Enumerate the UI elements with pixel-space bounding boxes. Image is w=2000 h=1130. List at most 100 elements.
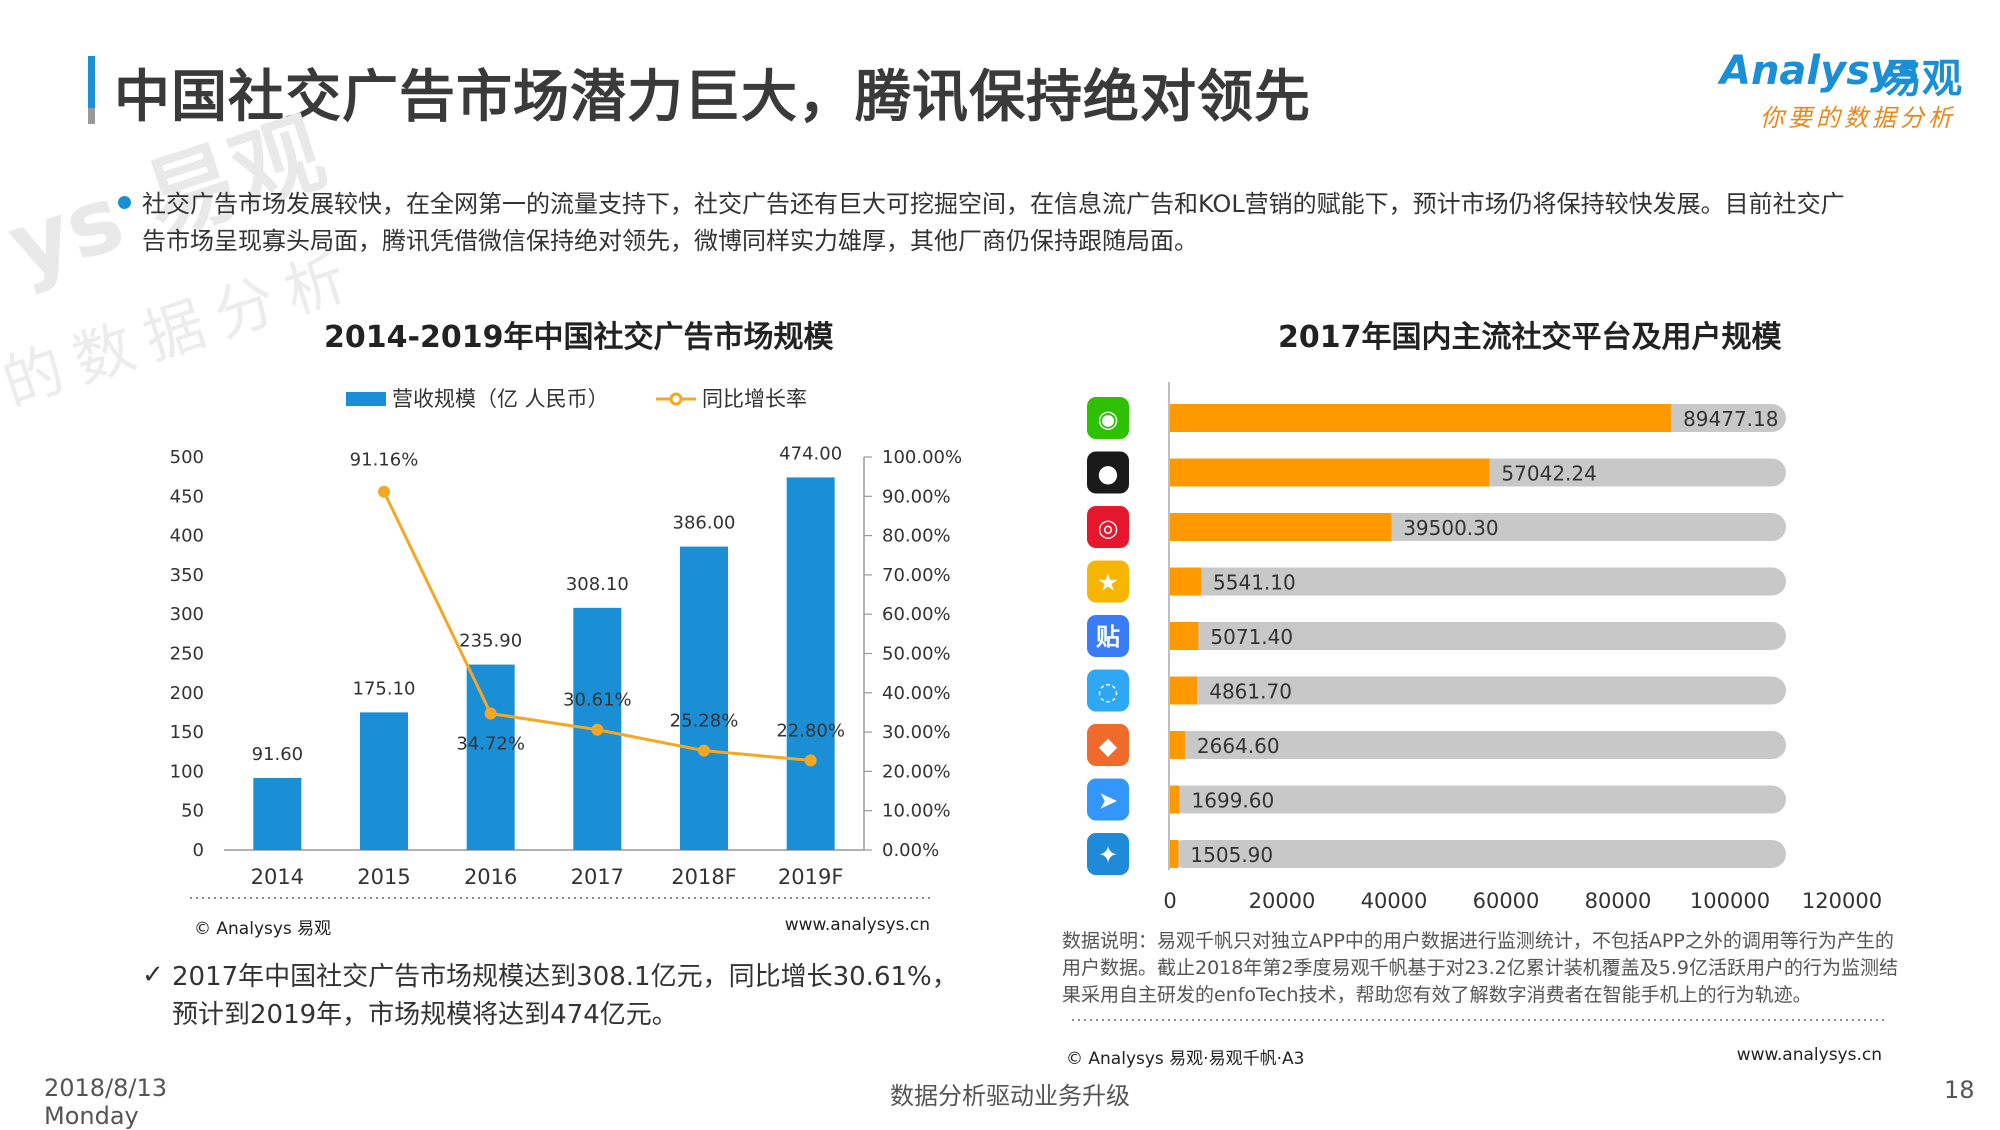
bar-value-label: 4861.70 — [1209, 680, 1292, 704]
growth-rate-label: 30.61% — [563, 690, 632, 711]
growth-rate-point — [378, 485, 390, 498]
wechat-icon: ◉ — [1087, 397, 1129, 439]
y-tick-label: 200 — [170, 683, 204, 704]
bar-value-label: 386.00 — [673, 513, 736, 534]
bar — [1170, 458, 1490, 487]
x-tick-label: 40000 — [1361, 889, 1428, 913]
check-icon: ✓ — [142, 960, 164, 990]
y2-tick-label: 60.00% — [882, 604, 951, 625]
y2-tick-label: 30.00% — [882, 722, 951, 743]
y-tick-label: 150 — [170, 722, 204, 743]
bar — [1170, 785, 1180, 814]
title-accent-bar — [88, 56, 95, 122]
bar-value-label: 5071.40 — [1210, 625, 1293, 649]
growth-rate-point — [698, 744, 710, 757]
qzone-icon: ★ — [1087, 560, 1129, 603]
bar-value-label: 175.10 — [353, 678, 416, 699]
y2-tick-label: 70.00% — [882, 565, 951, 586]
bar-value-label: 1699.60 — [1192, 789, 1275, 813]
left-chart-title: 2014-2019年中国社交广告市场规模 — [324, 320, 834, 355]
svg-text:➤: ➤ — [1098, 787, 1118, 815]
svg-text:◆: ◆ — [1099, 732, 1118, 760]
legend-bar-swatch — [346, 392, 386, 406]
x-tick-label: 20000 — [1249, 889, 1316, 913]
qq-icon: ● — [1087, 451, 1129, 494]
bar — [360, 712, 408, 850]
growth-rate-point — [804, 754, 817, 767]
x-tick-label: 2019F — [778, 865, 844, 889]
svg-text:●: ● — [1098, 460, 1119, 488]
growth-rate-point — [591, 723, 604, 736]
right-chart-title: 2017年国内主流社交平台及用户规模 — [1278, 320, 1782, 355]
title-accent-bar-grey — [88, 108, 95, 124]
page-number: 18 — [1944, 1076, 1975, 1104]
footer-weekday: Monday — [44, 1102, 139, 1130]
weibo-icon: ◎ — [1087, 506, 1129, 548]
svg-text:贴: 贴 — [1096, 623, 1120, 651]
bar-track — [1170, 567, 1786, 596]
bar-track — [1170, 840, 1786, 868]
bar — [466, 664, 515, 850]
bar-value-label: 91.60 — [252, 744, 304, 765]
bar-value-label: 89477.18 — [1683, 407, 1778, 431]
bar-value-label: 39500.30 — [1403, 516, 1498, 540]
growth-rate-label: 34.72% — [456, 734, 525, 755]
y-tick-label: 100 — [170, 761, 204, 782]
legend-line-label: 同比增长率 — [702, 387, 807, 411]
momo-icon: ◌ — [1087, 669, 1129, 712]
left-website: www.analysys.cn — [785, 915, 930, 935]
bar-value-label: 5541.10 — [1213, 571, 1296, 595]
x-tick-label: 2017 — [571, 865, 624, 889]
growth-rate-label: 91.16% — [350, 450, 419, 471]
right-website: www.analysys.cn — [1737, 1045, 1882, 1065]
growth-rate-point — [484, 707, 497, 720]
y2-tick-label: 40.00% — [882, 683, 951, 704]
y-tick-label: 50 — [181, 801, 204, 822]
bar-track — [1170, 676, 1786, 705]
y2-tick-label: 20.00% — [882, 761, 951, 782]
dingtalk-icon: ➤ — [1087, 778, 1129, 821]
bar — [1170, 731, 1185, 759]
y2-tick-label: 100.00% — [882, 447, 962, 468]
growth-rate-label: 25.28% — [670, 711, 739, 732]
bar — [680, 546, 728, 850]
bar — [1170, 676, 1198, 705]
y-tick-label: 400 — [170, 526, 204, 547]
blued-icon: ✦ — [1087, 833, 1129, 875]
y-tick-label: 300 — [170, 604, 204, 625]
bar — [786, 477, 835, 850]
bar-track — [1170, 785, 1786, 814]
footer-date-text: 2018/8/13 — [44, 1074, 168, 1102]
x-tick-label: 100000 — [1690, 889, 1770, 913]
right-source: © Analysys 易观·易观千帆·A3 — [1066, 1049, 1304, 1069]
x-tick-label: 120000 — [1802, 889, 1882, 913]
tieba-icon: 贴 — [1087, 615, 1129, 657]
y-tick-label: 450 — [170, 486, 204, 507]
bar-track — [1170, 731, 1786, 759]
bar-value-label: 1505.90 — [1190, 843, 1273, 867]
chart-legend: 营收规模（亿 人民币） 同比增长率 — [346, 387, 807, 411]
left-chart-note: 2017年中国社交广告市场规模达到308.1亿元，同比增长30.61%，预计到2… — [172, 962, 958, 1030]
logo-analysys: Analysys — [1720, 48, 1920, 94]
bullet-dot-icon — [118, 196, 131, 209]
svg-text:★: ★ — [1097, 569, 1119, 597]
logo-slogan: 你要的数据分析 — [1760, 104, 1956, 132]
y2-tick-label: 0.00% — [882, 840, 939, 861]
svg-text:◌: ◌ — [1098, 678, 1119, 706]
footer-slogan: 数据分析驱动业务升级 — [890, 1082, 1130, 1110]
legend-bar-label: 营收规模（亿 人民币） — [392, 387, 609, 411]
y-tick-label: 250 — [170, 644, 204, 665]
bar-track — [1170, 622, 1786, 650]
y2-tick-label: 80.00% — [882, 526, 951, 547]
y2-tick-label: 90.00% — [882, 486, 951, 507]
bar-value-label: 474.00 — [779, 443, 842, 464]
svg-text:◎: ◎ — [1098, 514, 1119, 542]
x-tick-label: 0 — [1163, 889, 1176, 913]
bar-value-label: 57042.24 — [1501, 462, 1596, 486]
bar-value-label: 235.90 — [459, 631, 522, 652]
market-size-chart: 营收规模（亿 人民币） 同比增长率 0 50 100 150 200 250 300 350 4… — [170, 387, 962, 939]
bar — [1170, 513, 1392, 541]
logo-yiguan: 易观 — [1882, 56, 1962, 102]
footer-date: 2018/8/13 Monday — [44, 1074, 167, 1130]
y-tick-label: 0 — [193, 840, 204, 861]
